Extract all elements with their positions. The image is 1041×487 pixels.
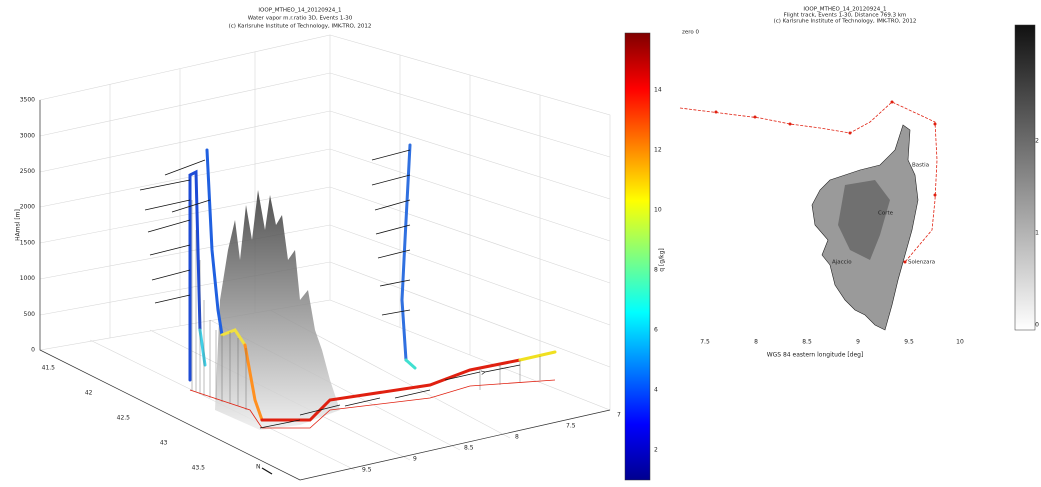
place: Ajaccio	[832, 260, 852, 266]
x-tick-label: 7.5	[700, 339, 710, 346]
lon-tick-label: 9	[413, 456, 417, 463]
colorbar-tick-label: 8	[654, 267, 658, 274]
lon-tick-label: 7	[617, 412, 621, 419]
north-arrow	[262, 468, 272, 474]
place: Corte	[878, 211, 894, 217]
z-tick-label: 0	[31, 347, 35, 354]
z-tick-label: 1500	[20, 239, 35, 246]
colorbar-tick-label: 1	[1035, 230, 1039, 237]
z-tick-label: 2000	[20, 204, 35, 211]
corner-label: zero 0	[682, 30, 700, 36]
x-tick-label: 9.5	[904, 339, 914, 346]
lat-tick-label: 42.5	[117, 415, 131, 422]
title-line: Water vapor m.r.ratio 3D, Events 1-30	[248, 16, 353, 22]
colorbar-tick-label: 0	[1035, 322, 1039, 329]
title-line: IOOP_MTHEO_14_20120924_1	[258, 8, 341, 14]
colorbar-tick-label: 2	[654, 447, 658, 454]
lon-tick-label: 9.5	[362, 467, 372, 474]
colorbar-tick-label: 6	[654, 327, 658, 334]
colorbar-tick-label: 4	[654, 387, 658, 394]
colorbar	[1015, 25, 1035, 330]
place: Bastia	[912, 163, 929, 169]
colorbar	[625, 33, 650, 480]
z-tick-label: 3000	[20, 132, 35, 139]
x-tick-label: 8	[754, 339, 758, 346]
title-line: (c) Karlsruhe Institute of Technology, I…	[774, 19, 917, 25]
place: Solenzara	[908, 260, 935, 266]
right-figure: IOOP_MTHEO_14_20120924_1 Flight track, E…	[680, 7, 1039, 359]
left-figure: IOOP_MTHEO_14_20120924_1 Water vapor m.r…	[15, 8, 666, 481]
lon-tick-label: 8	[515, 434, 519, 441]
colorbar-tick-label: 14	[654, 87, 662, 94]
screenshot: IOOP_MTHEO_14_20120924_1 Water vapor m.r…	[0, 0, 1041, 483]
z-tick-label: 2500	[20, 168, 35, 175]
x-tick-label: 8.5	[802, 339, 812, 346]
z-axis-label: HAmsl [m]	[15, 209, 22, 241]
x-tick-label: 9	[856, 339, 860, 346]
x-axis-label: WGS 84 eastern longitude [deg]	[767, 352, 864, 359]
lon-tick-label: 8.5	[464, 445, 474, 452]
colorbar-label: q [g/kg]	[659, 248, 666, 272]
title: IOOP_MTHEO_14_20120924_1 Water vapor m.r…	[229, 8, 372, 30]
lon-tick-label: 7.5	[566, 423, 576, 430]
z-tick-label: 1000	[20, 275, 35, 282]
x-tick-label: 10	[956, 339, 964, 346]
lat-tick-label: 41.5	[42, 365, 56, 372]
lat-tick-label: 43	[160, 440, 168, 447]
colorbar-tick-label: 2	[1035, 138, 1039, 145]
lat-tick-label: 43.5	[192, 465, 206, 472]
lat-tick-label: 42	[85, 390, 93, 397]
colorbar-tick-label: 12	[654, 147, 662, 154]
terrain	[215, 190, 340, 430]
z-tick-label: 500	[24, 311, 36, 318]
z-tick-label: 3500	[20, 97, 35, 104]
title-line: (c) Karlsruhe Institute of Technology, I…	[229, 24, 372, 30]
north-label: N	[256, 464, 261, 471]
colorbar-tick-label: 10	[654, 207, 662, 214]
